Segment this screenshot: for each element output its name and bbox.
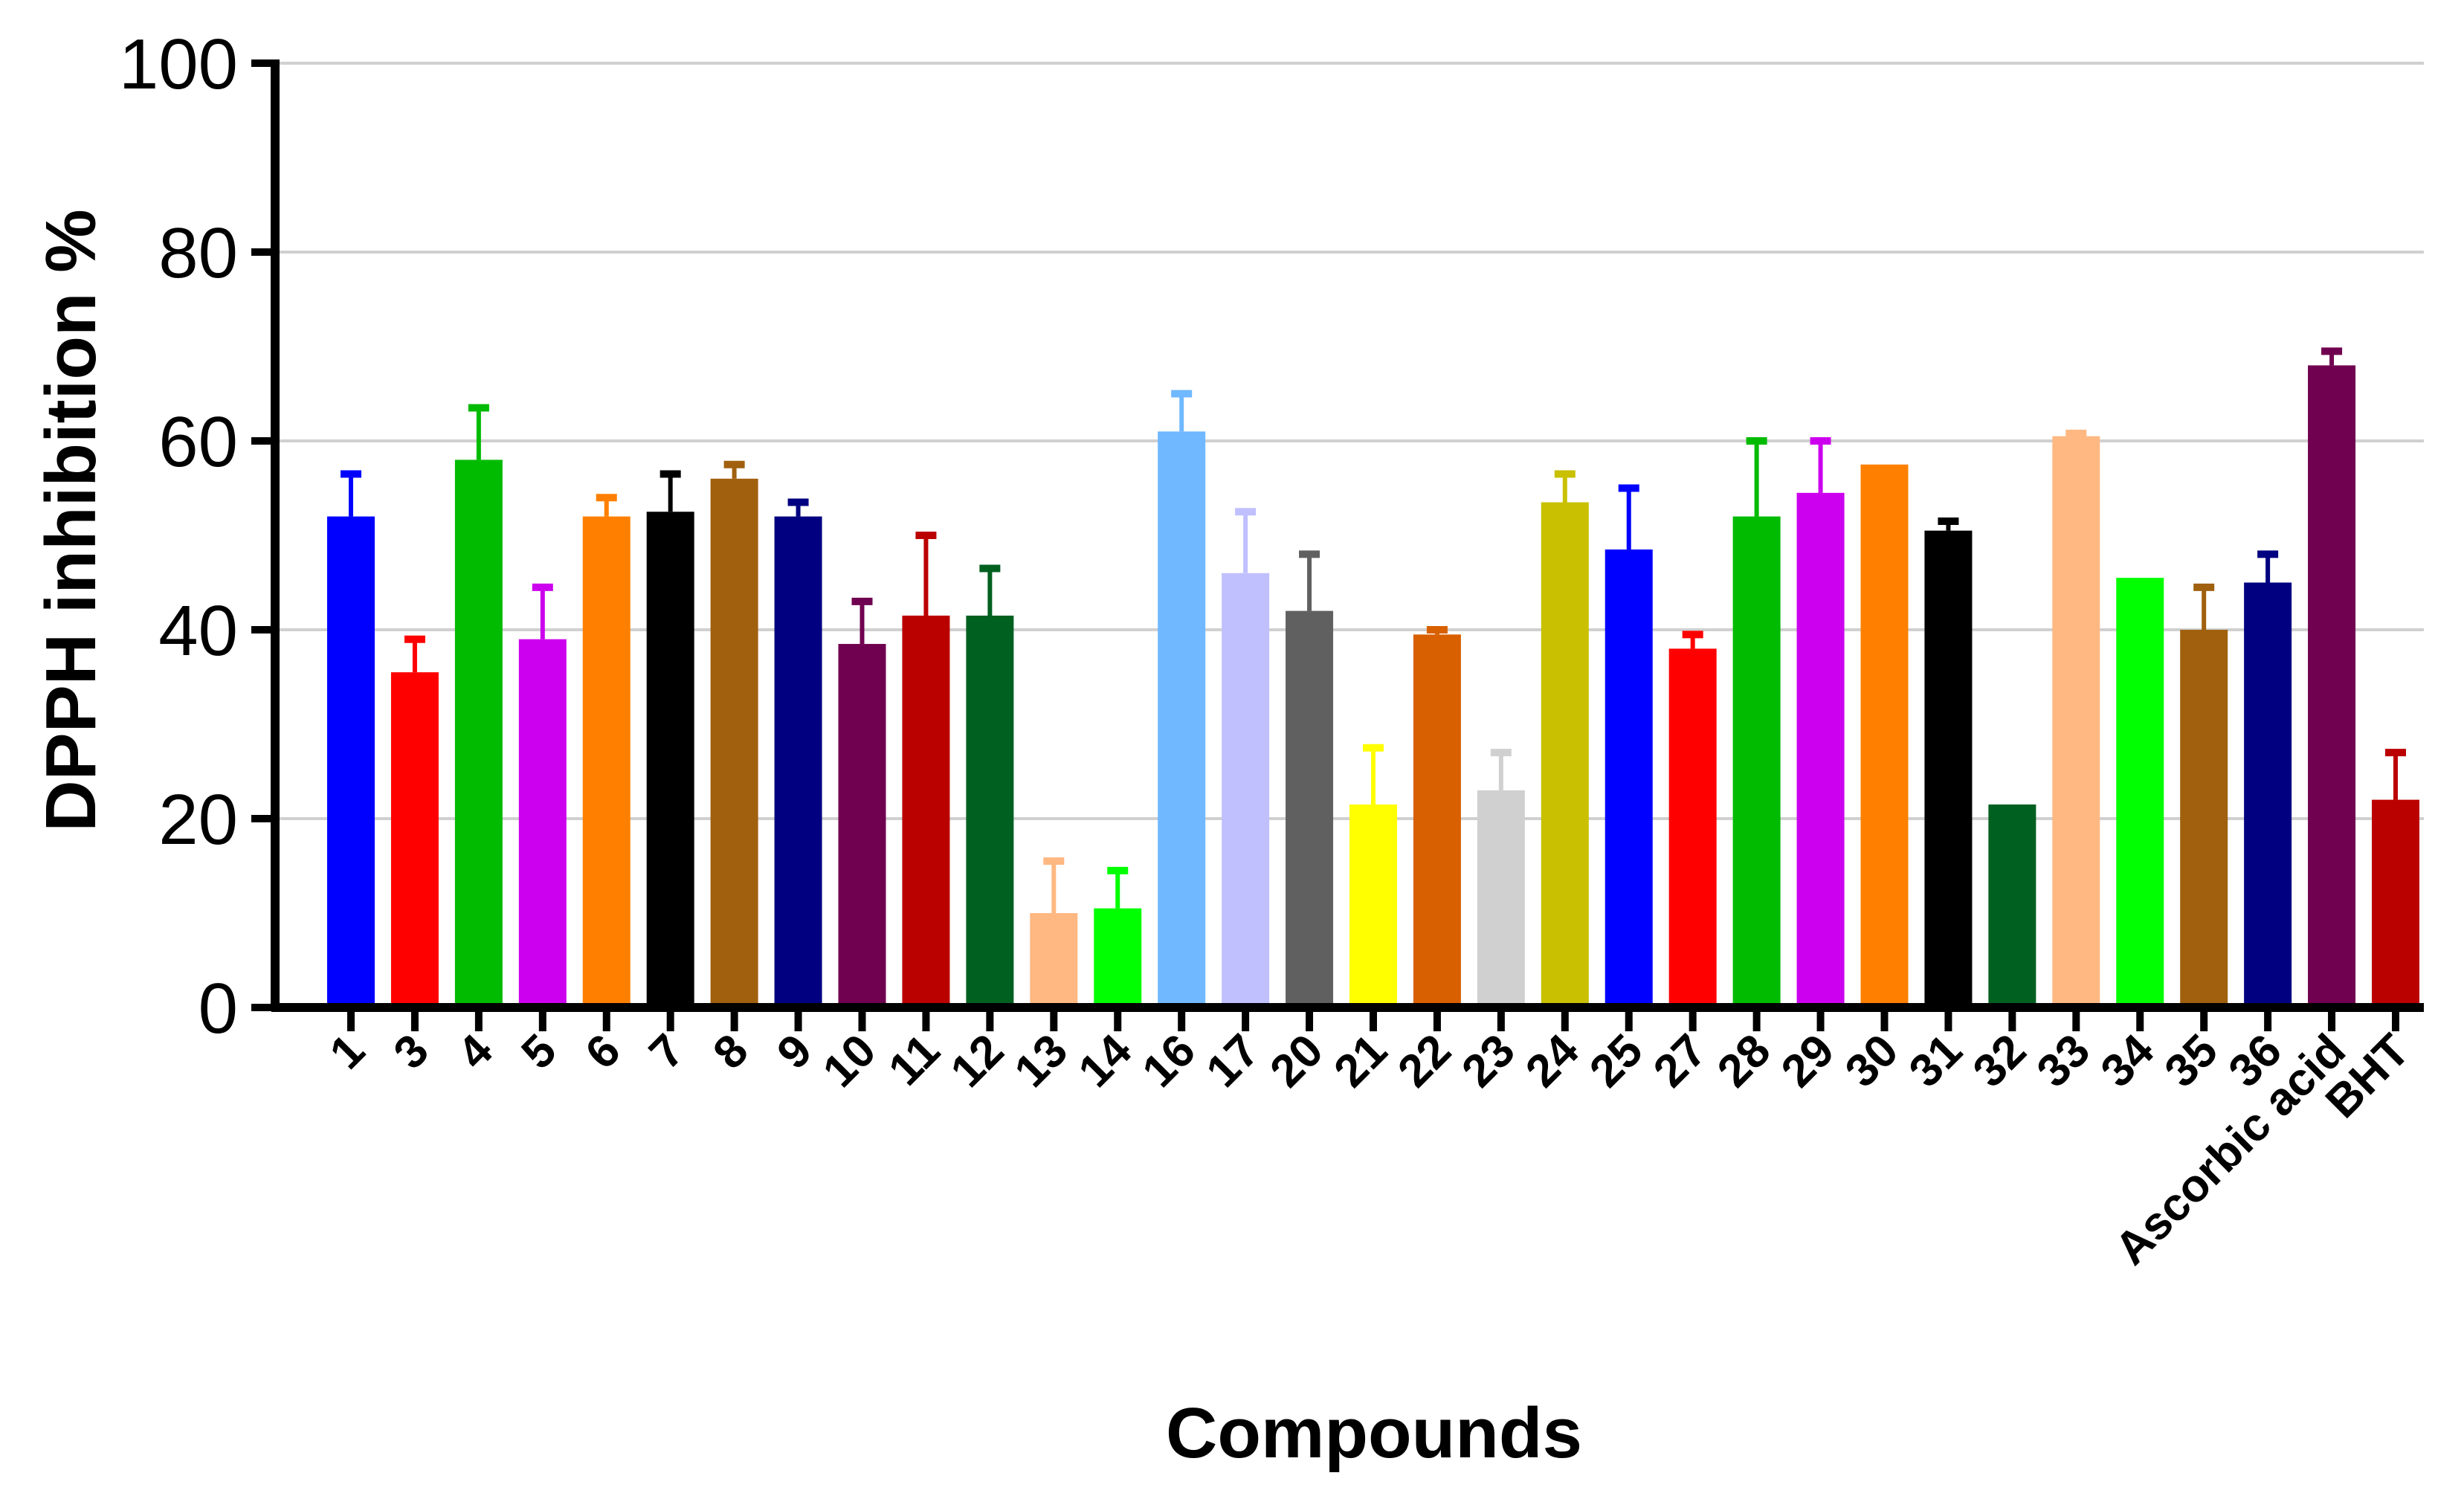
x-tick-label-20: 20 [1260,1025,1333,1097]
bar-13 [1030,913,1078,1007]
axes [251,59,2424,1031]
bar-32 [1988,804,2036,1007]
x-tick-label-29: 29 [1772,1025,1845,1097]
bar-4 [454,460,503,1007]
bar-14 [1094,908,1142,1007]
bar-36 [2244,582,2292,1007]
y-tick-label-100: 100 [119,25,238,104]
bar-33 [2052,436,2100,1007]
x-tick-label-6: 6 [575,1025,630,1079]
bar-10 [838,644,886,1007]
x-tick-label-13: 13 [1005,1025,1078,1097]
x-tick-label-3: 3 [384,1025,439,1079]
x-tick-label-5: 5 [512,1025,567,1079]
bar-16 [1158,431,1206,1007]
bar-7 [646,512,694,1007]
x-tick-label-21: 21 [1324,1025,1397,1097]
bar-9 [774,516,822,1007]
bar-8 [710,478,758,1007]
bar-31 [1924,530,1973,1007]
y-tick-label-0: 0 [199,969,238,1048]
x-tick-label-33: 33 [2028,1025,2100,1097]
x-tick-label-25: 25 [1580,1025,1653,1097]
bar-5 [518,639,567,1007]
x-tick-label-11: 11 [879,1025,949,1095]
bar-30 [1860,464,1909,1007]
bar-25 [1604,549,1653,1007]
x-tick-label-1: 1 [320,1025,375,1079]
x-tick-label-23: 23 [1452,1025,1525,1097]
bar-28 [1732,516,1781,1007]
bar-bht [2372,799,2419,1007]
bar-35 [2180,630,2228,1007]
bar-29 [1796,492,1845,1007]
x-tick-label-27: 27 [1644,1025,1717,1097]
bar-6 [582,516,630,1007]
bar-ascorbic-acid [2308,365,2356,1007]
bar-20 [1286,610,1334,1007]
bar-11 [902,615,950,1007]
x-tick-label-30: 30 [1836,1025,1909,1097]
bar-21 [1349,804,1397,1007]
x-tick-label-17: 17 [1196,1025,1269,1097]
x-tick-label-22: 22 [1388,1025,1461,1097]
bars [327,347,2419,1007]
bar-12 [966,615,1014,1007]
x-tick-label-9: 9 [767,1025,822,1079]
bar-27 [1668,648,1717,1007]
y-tick-label-60: 60 [158,402,238,482]
x-tick-label-4: 4 [448,1025,503,1080]
x-tick-label-12: 12 [941,1025,1014,1097]
x-tick-label-34: 34 [2092,1025,2164,1097]
bar-22 [1413,634,1461,1007]
x-tick-label-10: 10 [813,1025,886,1097]
y-tick-label-80: 80 [158,213,238,293]
x-tick-label-8: 8 [703,1025,758,1079]
bar-23 [1477,790,1525,1007]
x-axis-title: Compounds [1166,1393,1582,1473]
x-tick-label-7: 7 [639,1025,694,1079]
x-tick-label-24: 24 [1516,1025,1589,1097]
bar-3 [390,672,439,1007]
x-tick-label-14: 14 [1069,1025,1142,1097]
x-tick-label-31: 31 [1900,1025,1973,1097]
bar-1 [327,516,375,1007]
x-tick-label-32: 32 [1964,1025,2036,1097]
y-axis-title: DPPH inhibition % [31,209,111,831]
bar-24 [1541,502,1589,1007]
x-tick-label-28: 28 [1708,1025,1781,1097]
y-tick-label-20: 20 [158,780,238,860]
bar-34 [2116,578,2164,1007]
y-tick-label-40: 40 [158,591,238,671]
bar-17 [1222,573,1270,1007]
x-tick-label-35: 35 [2155,1025,2228,1097]
x-tick-label-16: 16 [1133,1025,1206,1097]
